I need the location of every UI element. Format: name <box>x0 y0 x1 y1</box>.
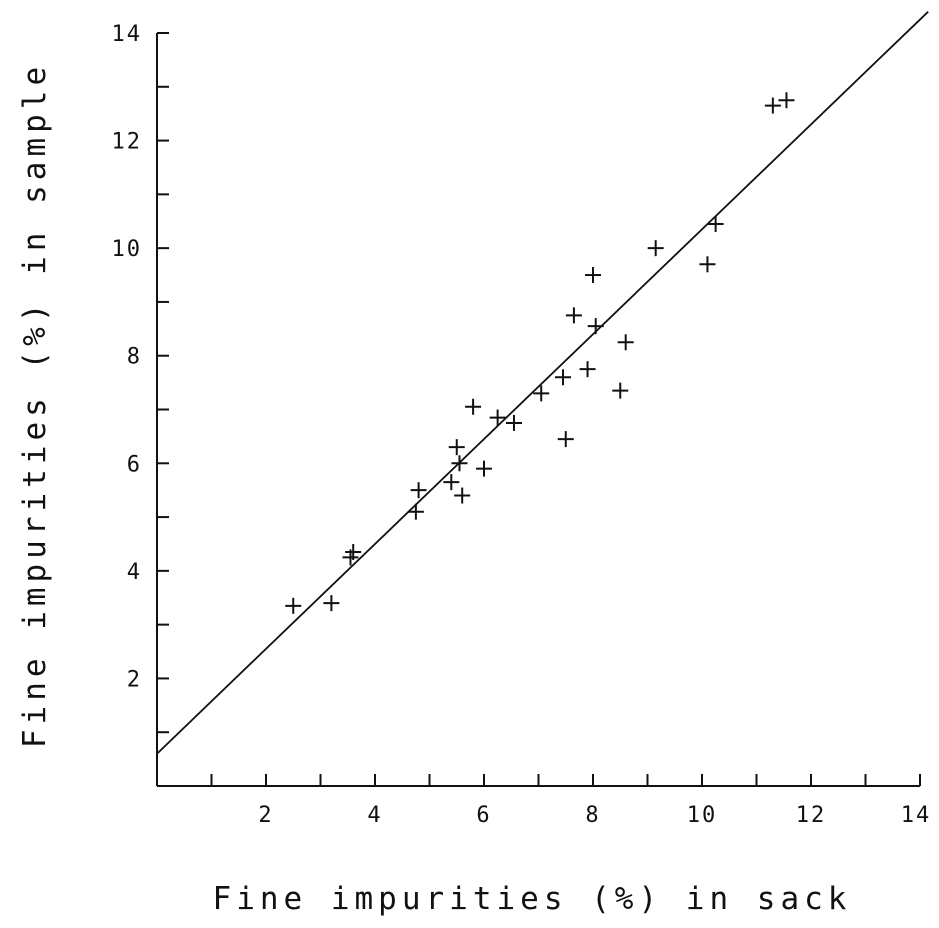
regression-line <box>156 11 929 755</box>
axes <box>156 33 920 787</box>
y-tick-label: 12 <box>112 130 143 155</box>
data-point <box>448 439 465 456</box>
data-point <box>617 334 634 351</box>
x-tick-label: 10 <box>687 803 718 828</box>
x-tick-label: 6 <box>476 803 491 828</box>
data-point <box>587 318 604 335</box>
data-point <box>612 382 629 399</box>
data-point <box>451 455 468 472</box>
data-point <box>647 240 664 257</box>
data-point <box>555 369 572 386</box>
y-axis-title: Fine impurities (%) in sample <box>17 62 53 748</box>
data-point <box>454 487 471 504</box>
x-axis-title: Fine impurities (%) in sack <box>213 881 852 917</box>
y-ticks <box>157 32 169 734</box>
y-tick-label: 4 <box>127 560 142 585</box>
data-point <box>323 595 340 612</box>
y-tick-labels: 2 4 6 8 10 12 14 <box>112 22 143 692</box>
x-tick-label: 8 <box>585 803 600 828</box>
y-tick-label: 8 <box>127 345 142 370</box>
data-point <box>533 385 550 402</box>
y-tick-label: 14 <box>112 22 143 47</box>
data-point <box>476 460 492 477</box>
data-point <box>699 256 716 273</box>
y-tick-label: 2 <box>127 667 142 692</box>
data-point <box>707 215 724 232</box>
x-tick-label: 4 <box>367 803 382 828</box>
regression-line-group <box>156 11 929 755</box>
data-point <box>285 597 302 614</box>
data-point <box>407 503 424 520</box>
x-tick-label: 2 <box>258 803 273 828</box>
data-point <box>565 307 582 324</box>
data-point <box>764 97 781 114</box>
data-point <box>579 361 596 378</box>
data-point <box>778 92 795 109</box>
x-tick-label: 12 <box>796 803 827 828</box>
data-point <box>505 414 522 431</box>
data-point <box>443 474 460 491</box>
x-ticks <box>210 774 921 786</box>
data-point <box>345 544 362 561</box>
x-tick-labels: 2 4 6 8 10 12 14 <box>258 803 932 828</box>
y-tick-label: 10 <box>112 237 143 262</box>
data-point <box>585 267 601 284</box>
y-tick-label: 6 <box>127 452 142 477</box>
data-point <box>489 409 506 426</box>
x-tick-label: 14 <box>901 803 932 828</box>
data-point <box>410 482 427 499</box>
data-point <box>557 431 574 448</box>
data-points <box>285 92 795 614</box>
data-point <box>465 398 482 415</box>
